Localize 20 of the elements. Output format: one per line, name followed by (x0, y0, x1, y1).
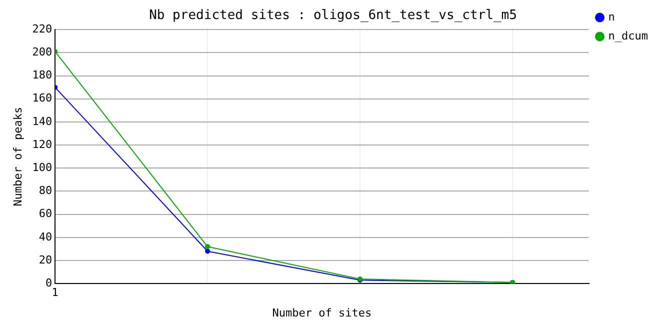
y-axis-title: Number of peaks (11, 106, 24, 206)
y-tick-label: 200 (32, 46, 52, 59)
y-tick-label: 80 (38, 184, 52, 198)
x-axis-title: Number of sites (272, 306, 372, 320)
legend-label: n (608, 10, 615, 24)
chart-title: Nb predicted sites : oligos_6nt_test_vs_ctrl_m5 (149, 8, 517, 24)
y-tick-label: 20 (38, 253, 52, 266)
y-tick-label: 120 (32, 138, 52, 151)
y-tick-label: 100 (32, 161, 52, 174)
point (205, 248, 210, 254)
y-tick-label: 60 (38, 207, 52, 220)
y-tick-label: 40 (38, 230, 52, 244)
legend-label: n_dcum (608, 29, 648, 42)
y-tick-label: 220 (32, 22, 52, 36)
point (205, 244, 210, 250)
y-tick-label: 0 (45, 276, 52, 290)
y-tick-label: 140 (32, 114, 52, 128)
y-tick-label: 180 (32, 68, 52, 82)
y-tick-label: 160 (32, 92, 52, 105)
x-tick-label: 1 (52, 286, 58, 300)
